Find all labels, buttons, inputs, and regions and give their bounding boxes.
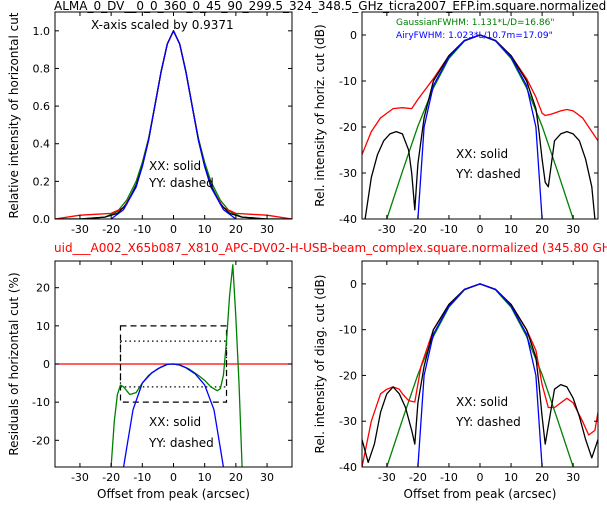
x-tick-label: 10 — [198, 471, 212, 484]
x-tick-label: 20 — [535, 471, 549, 484]
top-left-series-2 — [55, 30, 292, 219]
x-tick-label: 0 — [477, 471, 484, 484]
x-tick-label: 30 — [260, 223, 274, 236]
x-tick-label: -30 — [71, 471, 89, 484]
bottom-right-x-axis-label: Offset from peak (arcsec) — [404, 487, 557, 501]
x-tick-label: 0 — [477, 223, 484, 236]
top-title: ALMA_0_DV__0_0_360_0_45_90_299.5_324_348… — [54, 0, 606, 13]
y-tick-label: 1.0 — [33, 25, 51, 38]
bottom-left-annotation-yy: YY: dashed — [148, 436, 214, 450]
top-left-y-axis-label: Relative intensity of horizontal cut — [7, 12, 21, 218]
x-tick-label: 30 — [260, 471, 274, 484]
top-right-annotation-yy: YY: dashed — [455, 167, 521, 181]
bottom-left-plot-area — [55, 264, 292, 467]
y-tick-label: 10 — [36, 320, 50, 333]
x-tick-label: -30 — [378, 471, 396, 484]
y-tick-label: -20 — [32, 434, 50, 447]
top-right-y-axis-label: Rel. intensity of horiz. cut (dB) — [313, 24, 327, 206]
residual-box-dashed — [119, 325, 228, 403]
y-tick-label: -20 — [339, 369, 357, 382]
top-right-plot-area — [362, 34, 598, 219]
top-right-series-0 — [386, 34, 574, 219]
panel-top-left: -30 -20 -10 0 10 20 30 0.0 0.2 0.4 0.6 0.8 1.0 Relati… — [7, 11, 293, 236]
y-tick-label: 0.8 — [33, 62, 51, 75]
top-left-annotation-xx: XX: solid — [149, 159, 201, 173]
y-tick-label: -10 — [32, 396, 50, 409]
x-tick-label: 10 — [504, 471, 518, 484]
x-tick-label: -10 — [440, 471, 458, 484]
scale-note: X-axis scaled by 0.9371 — [91, 18, 234, 32]
x-tick-label: -30 — [71, 223, 89, 236]
y-tick-label: -10 — [339, 75, 357, 88]
y-tick-label: -40 — [339, 461, 357, 474]
bottom-right-series-3 — [417, 283, 543, 467]
top-right-series-2 — [364, 34, 596, 219]
bottom-right-series-1 — [362, 283, 598, 467]
top-left-annotation-yy: YY: dashed — [148, 176, 214, 190]
top-left-series-0 — [55, 30, 292, 219]
x-tick-label: -10 — [133, 471, 151, 484]
top-right-series-1 — [362, 34, 598, 155]
top-right-series-3 — [417, 34, 543, 219]
x-tick-label: -30 — [378, 223, 396, 236]
top-left-plot-area — [55, 30, 292, 219]
y-tick-label: 0.4 — [33, 138, 51, 151]
y-tick-label: 0.0 — [33, 213, 51, 226]
y-tick-label: -30 — [339, 167, 357, 180]
y-tick-label: 0 — [43, 358, 50, 371]
y-tick-label: -40 — [339, 213, 357, 226]
top-left-series-1 — [55, 30, 292, 219]
y-tick-label: 0 — [350, 29, 357, 42]
bottom-left-annotation-xx: XX: solid — [149, 415, 201, 429]
x-tick-label: 20 — [229, 471, 243, 484]
y-tick-label: 20 — [36, 282, 50, 295]
bottom-left-series-1 — [122, 363, 225, 467]
bottom-left-y-axis-label: Residuals of horizontal cut (%) — [7, 272, 21, 455]
x-tick-label: -10 — [133, 223, 151, 236]
bottom-right-y-axis-label: Rel. intensity of diag. cut (dB) — [313, 275, 327, 454]
x-tick-label: 30 — [566, 471, 580, 484]
x-tick-label: 10 — [198, 223, 212, 236]
y-tick-label: 0.2 — [33, 175, 51, 188]
x-tick-label: 0 — [170, 223, 177, 236]
bottom-right-plot-area — [362, 283, 598, 467]
x-tick-label: -20 — [409, 223, 427, 236]
panel-bottom-left: -30 -20 -10 0 10 20 30 -20 -10 0 10 20 Offset from p… — [7, 260, 293, 501]
x-tick-label: 20 — [229, 223, 243, 236]
x-tick-label: 10 — [504, 223, 518, 236]
x-tick-label: 30 — [566, 223, 580, 236]
mid-title: uid___A002_X65b087_X810_APC-DV02-H-USB-b… — [54, 241, 607, 255]
x-tick-label: -20 — [102, 471, 120, 484]
x-tick-label: -20 — [102, 223, 120, 236]
y-tick-label: -30 — [339, 415, 357, 428]
y-tick-label: -10 — [339, 324, 357, 337]
legend-gaussian: GaussianFWHM: 1.131*L/D=16.86" — [396, 18, 554, 28]
x-tick-label: 0 — [170, 471, 177, 484]
x-tick-label: 20 — [535, 223, 549, 236]
y-tick-label: 0 — [350, 278, 357, 291]
y-tick-label: 0.6 — [33, 100, 51, 113]
top-left-series-3 — [110, 30, 237, 219]
top-right-annotation-xx: XX: solid — [456, 147, 508, 161]
bottom-left-x-axis-label: Offset from peak (arcsec) — [97, 487, 250, 501]
bottom-right-annotation-xx: XX: solid — [456, 395, 508, 409]
panel-bottom-right: -30 -20 -10 0 10 20 30 -40 -30 -20 -10 0 Offset from… — [313, 260, 599, 501]
bottom-right-annotation-yy: YY: dashed — [455, 415, 521, 429]
y-tick-label: -20 — [339, 121, 357, 134]
panel-top-right: -30 -20 -10 0 10 20 30 -40 -30 -20 -10 0 Rel. intens… — [313, 11, 599, 236]
x-tick-label: -10 — [440, 223, 458, 236]
x-tick-label: -20 — [409, 471, 427, 484]
legend-airy: AiryFWHM: 1.023*L/10.7m=17.09" — [396, 31, 553, 41]
